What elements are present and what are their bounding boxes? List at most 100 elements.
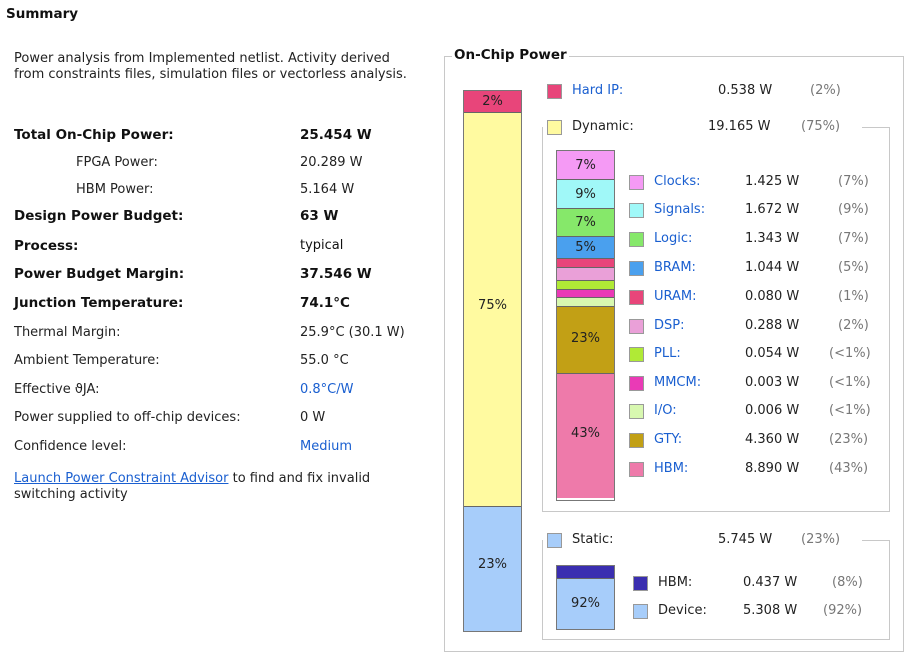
dynamic-clocks-label[interactable]: Clocks: (654, 174, 701, 189)
hard-ip-percent: (2%) (810, 83, 841, 98)
dynamic-io-percent: (<1%) (829, 403, 871, 418)
static-power-bar: 92% (556, 565, 615, 630)
dynamic-pll-power: 0.054 W (745, 346, 800, 361)
dynamic-dsp-percent: (2%) (838, 318, 869, 333)
ambient-temperature-label: Ambient Temperature: (14, 353, 160, 368)
dynamic-logic-label[interactable]: Logic: (654, 231, 693, 246)
thermal-margin-row: Thermal Margin: 25.9°C (30.1 W) (14, 323, 434, 343)
dynamic-bar-segment-bram: 5% (557, 237, 614, 259)
dynamic-io-swatch (629, 404, 644, 419)
dynamic-bram-swatch (629, 261, 644, 276)
dynamic-logic-percent: (7%) (838, 231, 869, 246)
on-chip-power-panel (444, 56, 904, 652)
analysis-description: Power analysis from Implemented netlist.… (14, 51, 407, 82)
dynamic-breakdown-box (542, 127, 890, 512)
dynamic-uram-percent: (1%) (838, 289, 869, 304)
thermal-margin-label: Thermal Margin: (14, 325, 121, 340)
static-device-label: Device: (658, 603, 707, 618)
effective-theta-ja-label: Effective ϑJA: (14, 382, 100, 397)
dynamic-mmcm-power: 0.003 W (745, 375, 800, 390)
effective-theta-ja-row: Effective ϑJA: 0.8°C/W (14, 380, 434, 400)
dynamic-pll-label[interactable]: PLL: (654, 346, 681, 361)
summary-title: Summary (6, 6, 79, 22)
hard-ip-label[interactable]: Hard IP: (572, 83, 624, 98)
static-percent: (23%) (801, 532, 841, 547)
dynamic-mmcm-label[interactable]: MMCM: (654, 375, 702, 390)
fpga-power-label: FPGA Power: (76, 155, 158, 170)
dynamic-io-label[interactable]: I/O: (654, 403, 677, 418)
static-bar-segment-hbm (557, 566, 614, 579)
confidence-level-row: Confidence level: Medium (14, 437, 434, 457)
hard-ip-power: 0.538 W (718, 83, 773, 98)
main-bar-segment-1: 75% (464, 113, 521, 507)
dynamic-logic-power: 1.343 W (745, 231, 800, 246)
fpga-power-value: 20.289 W (300, 155, 363, 170)
dynamic-logic-swatch (629, 232, 644, 247)
dynamic-hbm-label[interactable]: HBM: (654, 461, 689, 476)
confidence-level-label: Confidence level: (14, 439, 127, 454)
junction-temperature-value: 74.1°C (300, 295, 350, 311)
total-on-chip-power-label: Total On-Chip Power: (14, 127, 174, 143)
static-device-power: 5.308 W (743, 603, 798, 618)
static-bar-segment-device: 92% (557, 579, 614, 629)
dynamic-bram-percent: (5%) (838, 260, 869, 275)
main-bar-segment-0: 2% (464, 91, 521, 113)
dynamic-gty-power: 4.360 W (745, 432, 800, 447)
thermal-margin-value: 25.9°C (30.1 W) (300, 325, 405, 340)
power-budget-margin-row: Power Budget Margin: 37.546 W (14, 264, 434, 284)
dynamic-bram-label[interactable]: BRAM: (654, 260, 696, 275)
junction-temperature-label: Junction Temperature: (14, 295, 184, 311)
off-chip-power-value: 0 W (300, 410, 326, 425)
on-chip-power-title: On-Chip Power (452, 47, 569, 63)
fpga-power-row: FPGA Power: 20.289 W (14, 153, 434, 173)
dynamic-gty-percent: (23%) (829, 432, 869, 447)
dynamic-hbm-swatch (629, 462, 644, 477)
static-hbm-percent: (8%) (832, 575, 863, 590)
hbm-power-row: HBM Power: 5.164 W (14, 180, 434, 200)
hbm-power-value: 5.164 W (300, 182, 355, 197)
dynamic-percent: (75%) (801, 119, 841, 134)
static-hbm-swatch (633, 576, 648, 591)
dynamic-bar-segment-uram (557, 259, 614, 268)
dynamic-signals-swatch (629, 203, 644, 218)
hard-ip-swatch (547, 84, 562, 99)
dynamic-bar-segment-dsp (557, 268, 614, 281)
dynamic-gty-label[interactable]: GTY: (654, 432, 683, 447)
dynamic-bar-segment-pll (557, 281, 614, 290)
dynamic-box-top-line (862, 127, 890, 128)
hbm-power-label: HBM Power: (76, 182, 154, 197)
dynamic-pll-percent: (<1%) (829, 346, 871, 361)
static-box-top-line (862, 540, 890, 541)
effective-theta-ja-value[interactable]: 0.8°C/W (300, 382, 354, 397)
dynamic-uram-label[interactable]: URAM: (654, 289, 697, 304)
main-bar-segment-2: 23% (464, 507, 521, 631)
dynamic-bar-segment-hbm: 43% (557, 374, 614, 498)
dynamic-dsp-swatch (629, 319, 644, 334)
dynamic-mmcm-swatch (629, 376, 644, 391)
dynamic-swatch (547, 120, 562, 135)
design-power-budget-label: Design Power Budget: (14, 208, 184, 224)
process-label: Process: (14, 238, 79, 254)
dynamic-bar-segment-logic: 7% (557, 209, 614, 237)
main-power-bar: 2% 75% 23% (463, 90, 522, 632)
confidence-level-value[interactable]: Medium (300, 439, 352, 454)
dynamic-clocks-power: 1.425 W (745, 174, 800, 189)
dynamic-hbm-percent: (43%) (829, 461, 869, 476)
advisor-text: Launch Power Constraint Advisor to find … (14, 471, 414, 503)
dynamic-bar-segment-mmcm (557, 290, 614, 298)
dynamic-clocks-swatch (629, 175, 644, 190)
dynamic-dsp-label[interactable]: DSP: (654, 318, 685, 333)
design-power-budget-value: 63 W (300, 208, 339, 224)
launch-advisor-link[interactable]: Launch Power Constraint Advisor (14, 471, 229, 486)
dynamic-dsp-power: 0.288 W (745, 318, 800, 333)
static-swatch (547, 533, 562, 548)
dynamic-io-power: 0.006 W (745, 403, 800, 418)
dynamic-bar-segment-clocks: 7% (557, 151, 614, 180)
static-hbm-label: HBM: (658, 575, 693, 590)
power-budget-margin-label: Power Budget Margin: (14, 266, 185, 282)
dynamic-signals-percent: (9%) (838, 202, 869, 217)
dynamic-bar-segment-gty: 23% (557, 307, 614, 374)
power-budget-margin-value: 37.546 W (300, 266, 372, 282)
dynamic-mmcm-percent: (<1%) (829, 375, 871, 390)
dynamic-signals-label[interactable]: Signals: (654, 202, 706, 217)
